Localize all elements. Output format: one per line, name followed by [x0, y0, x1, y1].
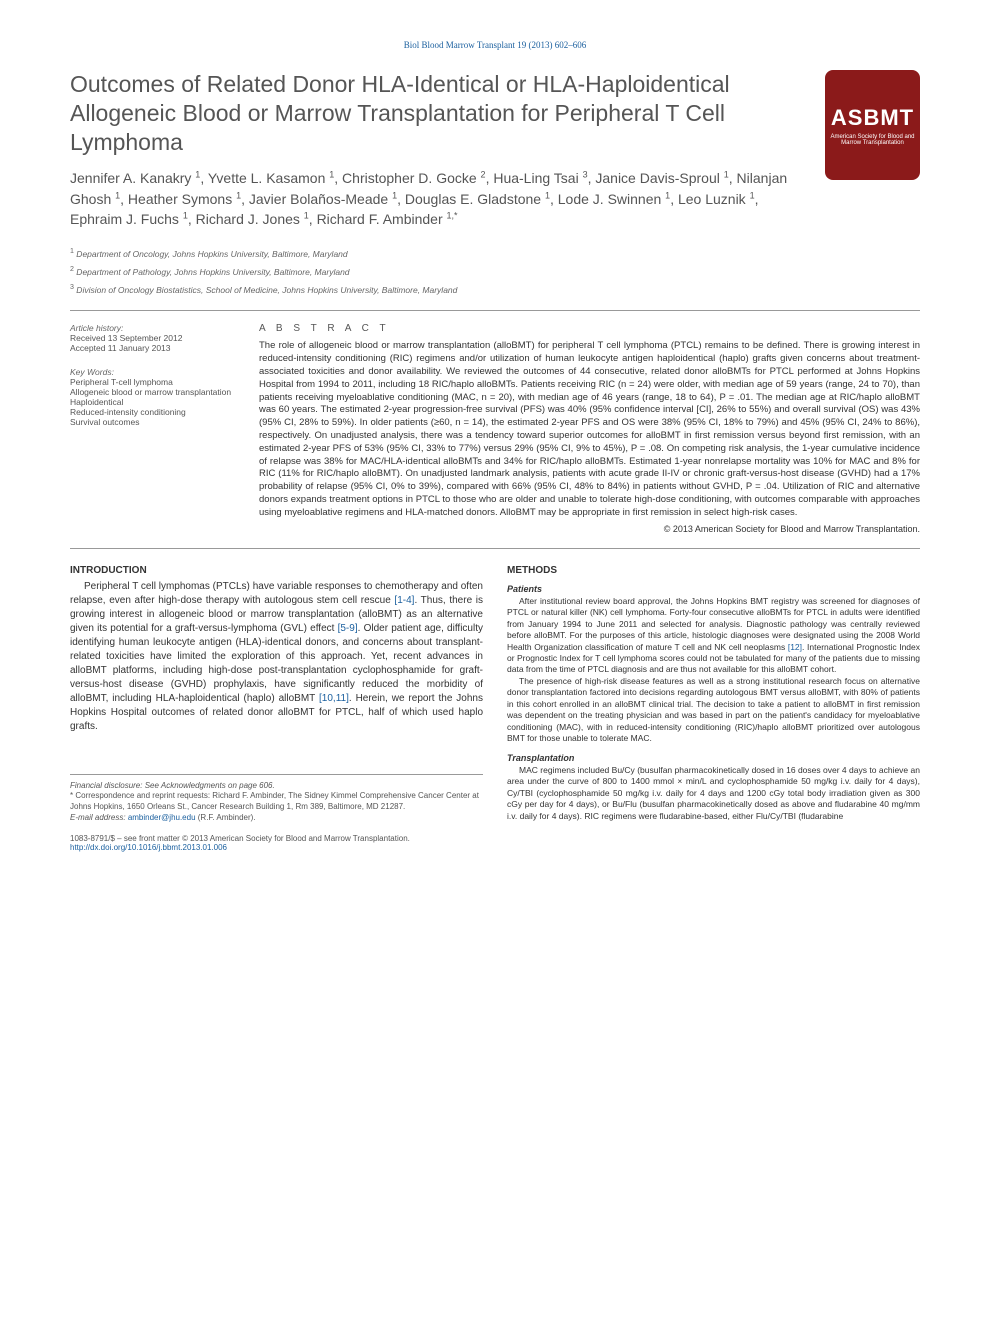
issn-line: 1083-8791/$ – see front matter © 2013 Am… [70, 834, 920, 843]
keywords-block: Key Words: Peripheral T-cell lymphomaAll… [70, 367, 235, 427]
email-label: E-mail address: [70, 813, 126, 822]
body-columns: INTRODUCTION Peripheral T cell lymphomas… [70, 565, 920, 824]
left-column: INTRODUCTION Peripheral T cell lymphomas… [70, 565, 483, 824]
keywords-list: Peripheral T-cell lymphomaAllogeneic blo… [70, 377, 235, 427]
email-line: E-mail address: ambinder@jhu.edu (R.F. A… [70, 813, 483, 824]
email-suffix: (R.F. Ambinder). [198, 813, 256, 822]
footer-bottom: 1083-8791/$ – see front matter © 2013 Am… [70, 834, 920, 852]
correspondence: * Correspondence and reprint requests: R… [70, 791, 483, 813]
divider-bottom [70, 548, 920, 549]
patients-text-2: The presence of high-risk disease featur… [507, 676, 920, 745]
keywords-label: Key Words: [70, 367, 235, 377]
affiliation-1: 1 Department of Oncology, Johns Hopkins … [70, 247, 920, 261]
affiliation-2: 2 Department of Pathology, Johns Hopkins… [70, 265, 920, 279]
asbmt-logo: ASBMT American Society for Blood and Mar… [825, 70, 920, 180]
transplant-text: MAC regimens included Bu/Cy (busulfan ph… [507, 765, 920, 822]
right-column: METHODS Patients After institutional rev… [507, 565, 920, 824]
keyword-item: Reduced-intensity conditioning [70, 407, 235, 417]
accepted-date: Accepted 11 January 2013 [70, 343, 235, 353]
transplant-heading: Transplantation [507, 753, 920, 763]
article-info-column: Article history: Received 13 September 2… [70, 323, 235, 533]
title-section: Outcomes of Related Donor HLA-Identical … [70, 70, 920, 229]
methods-heading: METHODS [507, 565, 920, 576]
logo-text: ASBMT [831, 105, 914, 131]
logo-subtitle: American Society for Blood and Marrow Tr… [825, 134, 920, 146]
keyword-item: Survival outcomes [70, 417, 235, 427]
patients-text-1: After institutional review board approva… [507, 596, 920, 676]
affiliation-3: 3 Division of Oncology Biostatistics, Sc… [70, 283, 920, 297]
introduction-heading: INTRODUCTION [70, 565, 483, 576]
article-title: Outcomes of Related Donor HLA-Identical … [70, 70, 805, 156]
email-link[interactable]: ambinder@jhu.edu [128, 813, 196, 822]
doi-link[interactable]: http://dx.doi.org/10.1016/j.bbmt.2013.01… [70, 843, 920, 852]
footer-block: Financial disclosure: See Acknowledgment… [70, 774, 483, 824]
patients-heading: Patients [507, 584, 920, 594]
introduction-text: Peripheral T cell lymphomas (PTCLs) have… [70, 580, 483, 734]
abstract-column: A B S T R A C T The role of allogeneic b… [259, 323, 920, 533]
info-abstract-row: Article history: Received 13 September 2… [70, 323, 920, 533]
abstract-text: The role of allogeneic blood or marrow t… [259, 340, 920, 519]
keyword-item: Haploidentical [70, 397, 235, 407]
keyword-item: Peripheral T-cell lymphoma [70, 377, 235, 387]
article-history: Article history: Received 13 September 2… [70, 323, 235, 353]
copyright-line: © 2013 American Society for Blood and Ma… [259, 524, 920, 534]
divider-top [70, 310, 920, 311]
affiliations-block: 1 Department of Oncology, Johns Hopkins … [70, 247, 920, 296]
received-date: Received 13 September 2012 [70, 333, 235, 343]
journal-header: Biol Blood Marrow Transplant 19 (2013) 6… [70, 40, 920, 50]
abstract-heading: A B S T R A C T [259, 323, 920, 334]
financial-disclosure: Financial disclosure: See Acknowledgment… [70, 781, 483, 792]
title-block: Outcomes of Related Donor HLA-Identical … [70, 70, 805, 229]
keyword-item: Allogeneic blood or marrow transplantati… [70, 387, 235, 397]
authors-list: Jennifer A. Kanakry 1, Yvette L. Kasamon… [70, 168, 805, 229]
history-label: Article history: [70, 323, 235, 333]
